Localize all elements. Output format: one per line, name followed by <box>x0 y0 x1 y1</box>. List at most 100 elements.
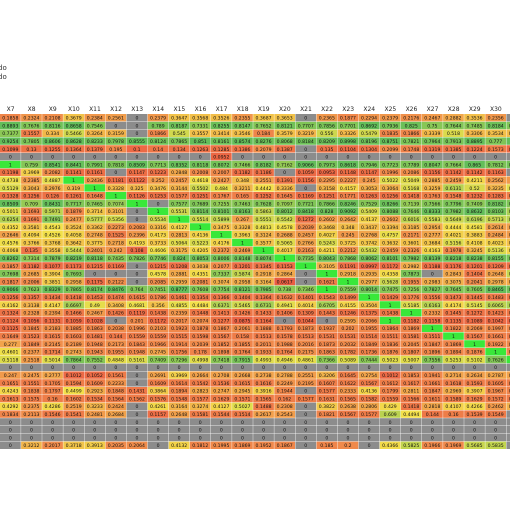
cell-value-label: 0.1534 <box>87 396 103 402</box>
cell-value-label: 0 <box>72 435 75 441</box>
heatmap-cell <box>295 402 317 410</box>
heatmap-cell <box>84 114 106 122</box>
heatmap-cell <box>400 387 422 395</box>
cell-value-label: 0.7485 <box>467 123 483 129</box>
cell-value-label: 0.1923 <box>171 326 187 332</box>
heatmap-cell <box>168 309 190 317</box>
cell-value-label: 0 <box>157 201 160 207</box>
cell-value-label: 0 <box>431 272 434 278</box>
cell-value-label: 0 <box>410 428 413 434</box>
heatmap-cell <box>42 184 63 192</box>
cell-value-label: 0.1607 <box>319 381 335 387</box>
heatmap-cell <box>211 145 232 153</box>
heatmap-cell <box>126 207 148 215</box>
heatmap-cell <box>506 355 510 364</box>
heatmap-cell <box>21 168 42 176</box>
heatmap-cell <box>253 231 274 239</box>
cell-value-label: 0 <box>389 155 392 161</box>
cell-value-label: 0.1438 <box>150 311 166 317</box>
cell-value-label: 0.2718 <box>108 240 124 246</box>
cell-value-label: 0.4107 <box>445 404 461 410</box>
cell-value-label: 0.1429 <box>382 295 398 301</box>
heatmap-cell <box>21 231 42 239</box>
heatmap-cell <box>0 270 21 278</box>
cell-value-label: 0.5102 <box>467 357 483 363</box>
heatmap-cell <box>379 387 401 395</box>
heatmap-cell <box>63 145 84 153</box>
heatmap-cell <box>337 207 359 215</box>
heatmap-cell <box>105 301 127 309</box>
heatmap-cell <box>485 192 506 200</box>
heatmap-cell <box>21 316 42 325</box>
cell-value-label: 0.1263 <box>361 194 377 200</box>
cell-value-label: 0.2748 <box>87 233 103 239</box>
heatmap-cell <box>464 223 485 231</box>
cell-value-label: 0.2918 <box>340 272 356 278</box>
heatmap-cell <box>168 129 190 137</box>
heatmap-cell <box>253 153 274 161</box>
heatmap-cell <box>358 348 380 356</box>
heatmap-cell <box>211 355 232 364</box>
cell-value-label: 0.348 <box>236 178 249 184</box>
cell-value-label: 0.6705 <box>319 303 335 309</box>
cell-value-label: 0.178 <box>194 350 207 356</box>
cell-value-label: 0.1615 <box>129 295 145 301</box>
heatmap-cell <box>506 293 510 301</box>
cell-value-label: 0 <box>304 272 307 278</box>
column-header: X22 <box>321 106 333 113</box>
cell-value-label: 0 <box>93 272 96 278</box>
heatmap-cell <box>126 270 148 278</box>
cell-value-label: 0.5444 <box>66 248 82 254</box>
heatmap-cell <box>105 348 127 356</box>
heatmap-cell <box>232 168 253 176</box>
heatmap-cell <box>506 402 510 410</box>
heatmap-cell <box>464 387 485 395</box>
cell-value-label: 0.3158 <box>319 186 335 192</box>
cell-value-label: 0.1611 <box>424 396 440 402</box>
heatmap-cell <box>422 348 443 356</box>
heatmap-cell <box>147 340 169 348</box>
cell-value-label: 0.7707 <box>298 123 314 129</box>
heatmap-cell <box>316 137 338 145</box>
heatmap-cell <box>253 215 274 223</box>
heatmap-cell <box>253 192 274 200</box>
heatmap-cell <box>316 363 338 371</box>
heatmap-cell <box>147 262 169 270</box>
cell-value-label: 0.7865 <box>171 139 187 145</box>
cell-value-label: 0.7936 <box>382 123 398 129</box>
heatmap-cell <box>168 176 190 184</box>
cell-value-label: 0 <box>114 155 117 161</box>
heatmap-cell <box>168 363 190 371</box>
heatmap-cell <box>189 114 211 122</box>
cell-value-label: 0.2365 <box>319 116 335 122</box>
cell-value-label: 0.1426 <box>234 311 250 317</box>
heatmap-cell <box>400 246 422 254</box>
cell-value-label: 0.3144 <box>171 186 187 192</box>
heatmap-cell <box>63 433 84 442</box>
heatmap-cell <box>168 355 190 364</box>
heatmap-cell <box>316 394 338 403</box>
heatmap-cell <box>84 410 106 418</box>
heatmap-cell <box>443 309 464 317</box>
heatmap-cell <box>0 114 21 122</box>
cell-value-label: 0.6016 <box>403 217 419 223</box>
heatmap-cell <box>21 426 42 434</box>
heatmap-cell <box>126 129 148 137</box>
cell-value-label: 0 <box>220 420 223 426</box>
cell-value-label: 0 <box>368 420 371 426</box>
heatmap-cell <box>105 207 127 215</box>
cell-value-label: 0.2069 <box>467 326 483 332</box>
heatmap-cell <box>126 223 148 231</box>
heatmap-cell <box>168 262 190 270</box>
heatmap-cell <box>443 277 464 286</box>
cell-value-label: 0 <box>473 365 476 371</box>
heatmap-cell <box>21 215 42 223</box>
cell-value-label: 0.7864 <box>66 357 82 363</box>
cell-value-label: 0.1661 <box>424 381 440 387</box>
cell-value-label: 0.5027 <box>234 404 250 410</box>
cell-value-label: 0.2436 <box>87 178 103 184</box>
heatmap-cell <box>295 348 317 356</box>
cell-value-label: 1 <box>304 264 307 270</box>
heatmap-cell <box>253 426 274 434</box>
heatmap-cell <box>316 238 338 247</box>
